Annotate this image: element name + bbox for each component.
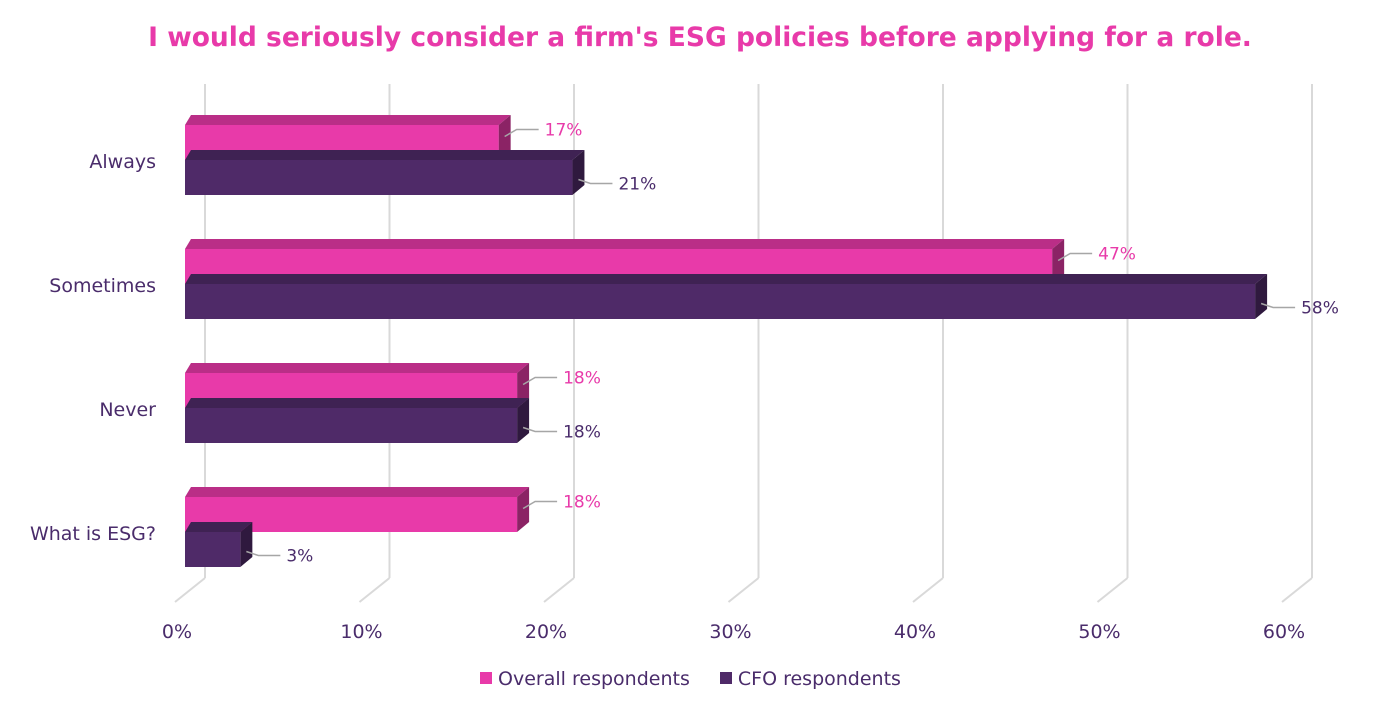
leader-line (246, 550, 281, 557)
leader-line (522, 500, 558, 510)
legend-label-cfo: CFO respondents (737, 668, 901, 690)
bar-front-face (185, 408, 518, 443)
grid-floor-line (912, 577, 944, 603)
legend-label-overall: Overall respondents (498, 668, 690, 690)
grid-floor-line (727, 577, 760, 603)
leader-line (1260, 302, 1296, 309)
bar-cfo (185, 522, 253, 567)
x-tick-label: 50% (1078, 621, 1120, 643)
bar-side-face (572, 150, 585, 195)
bar-top-face (185, 239, 1065, 249)
bar-top-face (185, 150, 585, 160)
legend: Overall respondents CFO respondents (0, 668, 1381, 690)
data-label: 58% (1301, 299, 1339, 319)
chart-title: I would seriously consider a firm's ESG … (148, 22, 1252, 53)
x-tick-label: 60% (1263, 621, 1305, 643)
bar-front-face (185, 160, 573, 195)
grid-floor-line (1281, 577, 1313, 603)
bar-side-face (498, 115, 511, 160)
data-label: 17% (545, 121, 583, 141)
bar-cfo (185, 150, 585, 195)
data-label: 3% (286, 547, 313, 567)
bar-front-face (185, 284, 1256, 319)
x-tick-label: 10% (340, 621, 382, 643)
grid-floor-line (1096, 577, 1129, 603)
bar-side-face (240, 522, 253, 567)
x-tick-label: 30% (709, 621, 751, 643)
bar-cfo (185, 398, 530, 443)
legend-item-cfo: CFO respondents (719, 668, 901, 690)
bars (185, 115, 1268, 567)
bar-top-face (185, 115, 511, 125)
data-labels: 17% 21% 47% 58% 18% 18% 18% 3% (246, 121, 1339, 567)
category-labels: Always Sometimes Never What is ESG? (30, 151, 156, 545)
leader-line (522, 426, 558, 433)
bar-side-face (1255, 274, 1268, 319)
leader-line (578, 178, 613, 185)
data-label: 21% (618, 175, 656, 195)
category-label: What is ESG? (30, 523, 156, 545)
bar-side-face (1052, 239, 1065, 284)
data-label: 18% (563, 369, 601, 389)
bar-top-face (185, 274, 1268, 284)
category-label: Never (99, 399, 156, 421)
bar-top-face (185, 363, 530, 373)
x-tick-label: 0% (162, 621, 192, 643)
grid-floor-line (358, 577, 391, 603)
bar-front-face (185, 532, 241, 567)
leader-line (522, 376, 558, 386)
data-label: 47% (1098, 245, 1136, 265)
bar-top-face (185, 522, 253, 532)
x-tick-label: 20% (525, 621, 567, 643)
category-label: Always (89, 151, 156, 173)
legend-swatch-overall (480, 672, 493, 684)
leader-line (504, 128, 539, 138)
grid-floor-line (174, 577, 206, 603)
bar-side-face (517, 363, 530, 408)
bar-top-face (185, 398, 530, 408)
category-label: Sometimes (49, 275, 156, 297)
legend-swatch-cfo (719, 672, 732, 684)
x-axis-ticks: 0% 10% 20% 30% 40% 50% 60% (162, 621, 1305, 643)
grid-floor-line (543, 577, 575, 603)
x-tick-label: 40% (894, 621, 936, 643)
data-label: 18% (563, 493, 601, 513)
leader-line (1057, 252, 1093, 262)
bar-side-face (517, 398, 530, 443)
bar-top-face (185, 487, 530, 497)
legend-item-overall: Overall respondents (480, 668, 690, 690)
bar-cfo (185, 274, 1268, 319)
bar-side-face (517, 487, 530, 532)
data-label: 18% (563, 423, 601, 443)
